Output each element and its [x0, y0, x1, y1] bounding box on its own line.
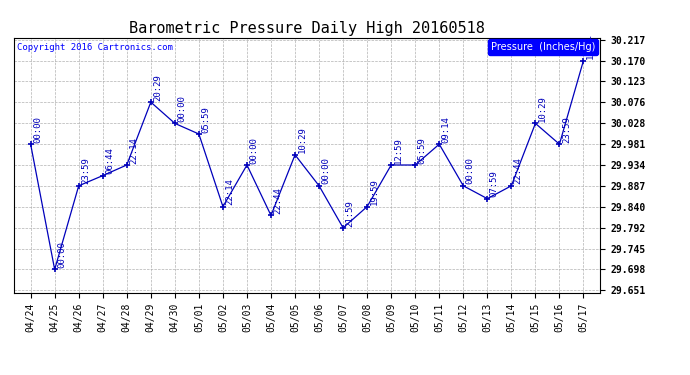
Legend: Pressure  (Inches/Hg): Pressure (Inches/Hg)	[488, 39, 598, 55]
Text: 05:59: 05:59	[201, 106, 210, 133]
Text: 00:00: 00:00	[322, 158, 331, 184]
Text: 21:59: 21:59	[346, 200, 355, 226]
Text: 19:59: 19:59	[370, 178, 379, 205]
Text: Copyright 2016 Cartronics.com: Copyright 2016 Cartronics.com	[17, 43, 172, 52]
Text: 10:29: 10:29	[538, 95, 546, 122]
Text: 00:00: 00:00	[466, 158, 475, 184]
Text: 12:59: 12:59	[393, 137, 402, 164]
Text: 07:59: 07:59	[490, 171, 499, 197]
Text: 09:14: 09:14	[442, 116, 451, 143]
Text: 00:00: 00:00	[33, 116, 42, 143]
Text: 11:--: 11:--	[586, 32, 595, 59]
Text: 10:29: 10:29	[297, 127, 306, 153]
Title: Barometric Pressure Daily High 20160518: Barometric Pressure Daily High 20160518	[129, 21, 485, 36]
Text: 00:00: 00:00	[177, 95, 186, 122]
Text: 06:44: 06:44	[105, 147, 114, 174]
Text: 00:00: 00:00	[57, 241, 66, 268]
Text: 22:14: 22:14	[226, 178, 235, 205]
Text: 05:59: 05:59	[417, 137, 426, 164]
Text: 20:29: 20:29	[153, 74, 162, 101]
Text: 22:14: 22:14	[129, 137, 138, 164]
Text: 23:59: 23:59	[81, 158, 90, 184]
Text: 23:59: 23:59	[562, 116, 571, 143]
Text: 00:00: 00:00	[249, 137, 258, 164]
Text: 22:44: 22:44	[273, 187, 282, 214]
Text: 22:44: 22:44	[514, 158, 523, 184]
